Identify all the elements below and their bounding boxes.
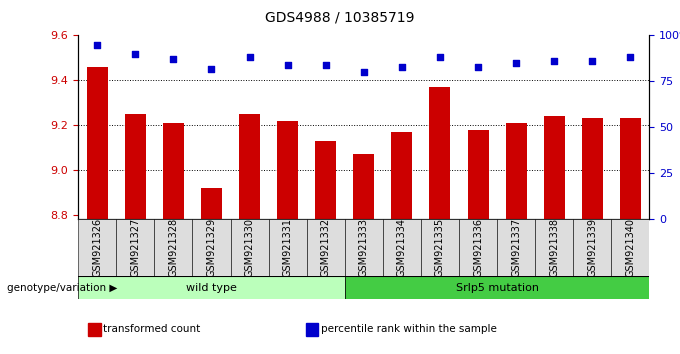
Bar [125, 114, 146, 219]
FancyBboxPatch shape [269, 219, 307, 276]
Point [435, 55, 445, 60]
Text: GSM921330: GSM921330 [245, 218, 254, 277]
Text: GSM921334: GSM921334 [397, 218, 407, 277]
Point [320, 62, 331, 68]
FancyBboxPatch shape [611, 219, 649, 276]
FancyBboxPatch shape [154, 219, 192, 276]
Bar [163, 123, 184, 219]
Point [396, 64, 407, 69]
Bar [620, 119, 641, 219]
Point [549, 58, 560, 64]
Text: GSM921331: GSM921331 [283, 218, 292, 277]
Text: percentile rank within the sample: percentile rank within the sample [321, 324, 497, 334]
Bar [582, 119, 602, 219]
Text: GSM921335: GSM921335 [435, 218, 445, 278]
FancyBboxPatch shape [497, 219, 535, 276]
Text: Srlp5 mutation: Srlp5 mutation [456, 282, 539, 293]
Point [92, 42, 103, 47]
Bar [506, 123, 526, 219]
FancyBboxPatch shape [459, 219, 497, 276]
FancyBboxPatch shape [421, 219, 459, 276]
Bar [201, 188, 222, 219]
FancyBboxPatch shape [231, 219, 269, 276]
Text: GSM921332: GSM921332 [321, 218, 330, 278]
Point [168, 57, 179, 62]
Text: GSM921329: GSM921329 [207, 218, 216, 278]
Point [625, 55, 636, 60]
FancyBboxPatch shape [345, 219, 383, 276]
Point [358, 69, 369, 75]
FancyBboxPatch shape [307, 219, 345, 276]
Text: GSM921337: GSM921337 [511, 218, 521, 278]
FancyBboxPatch shape [78, 276, 345, 299]
Text: genotype/variation ▶: genotype/variation ▶ [7, 282, 117, 293]
Bar [430, 87, 450, 219]
Point [511, 60, 522, 66]
Text: wild type: wild type [186, 282, 237, 293]
Text: GSM921333: GSM921333 [359, 218, 369, 277]
Point [130, 51, 141, 57]
Bar [392, 132, 412, 219]
Text: GSM921336: GSM921336 [473, 218, 483, 277]
Point [587, 58, 598, 64]
Bar [316, 141, 336, 219]
Text: GSM921327: GSM921327 [131, 218, 140, 278]
Bar [468, 130, 488, 219]
FancyBboxPatch shape [345, 276, 649, 299]
Point [206, 66, 217, 72]
FancyBboxPatch shape [535, 219, 573, 276]
Text: GSM921338: GSM921338 [549, 218, 559, 277]
Text: GSM921326: GSM921326 [92, 218, 102, 278]
FancyBboxPatch shape [192, 219, 231, 276]
FancyBboxPatch shape [383, 219, 421, 276]
Text: GSM921339: GSM921339 [588, 218, 597, 277]
Text: GSM921340: GSM921340 [626, 218, 635, 277]
FancyBboxPatch shape [573, 219, 611, 276]
Point [244, 55, 255, 60]
Bar [239, 114, 260, 219]
Point [282, 62, 293, 68]
Text: GDS4988 / 10385719: GDS4988 / 10385719 [265, 11, 415, 25]
Bar [87, 67, 107, 219]
Bar [354, 154, 374, 219]
FancyBboxPatch shape [78, 219, 116, 276]
Text: transformed count: transformed count [103, 324, 201, 334]
Bar [277, 121, 298, 219]
Bar [544, 116, 564, 219]
Text: GSM921328: GSM921328 [169, 218, 178, 278]
FancyBboxPatch shape [116, 219, 154, 276]
Point [473, 64, 483, 69]
